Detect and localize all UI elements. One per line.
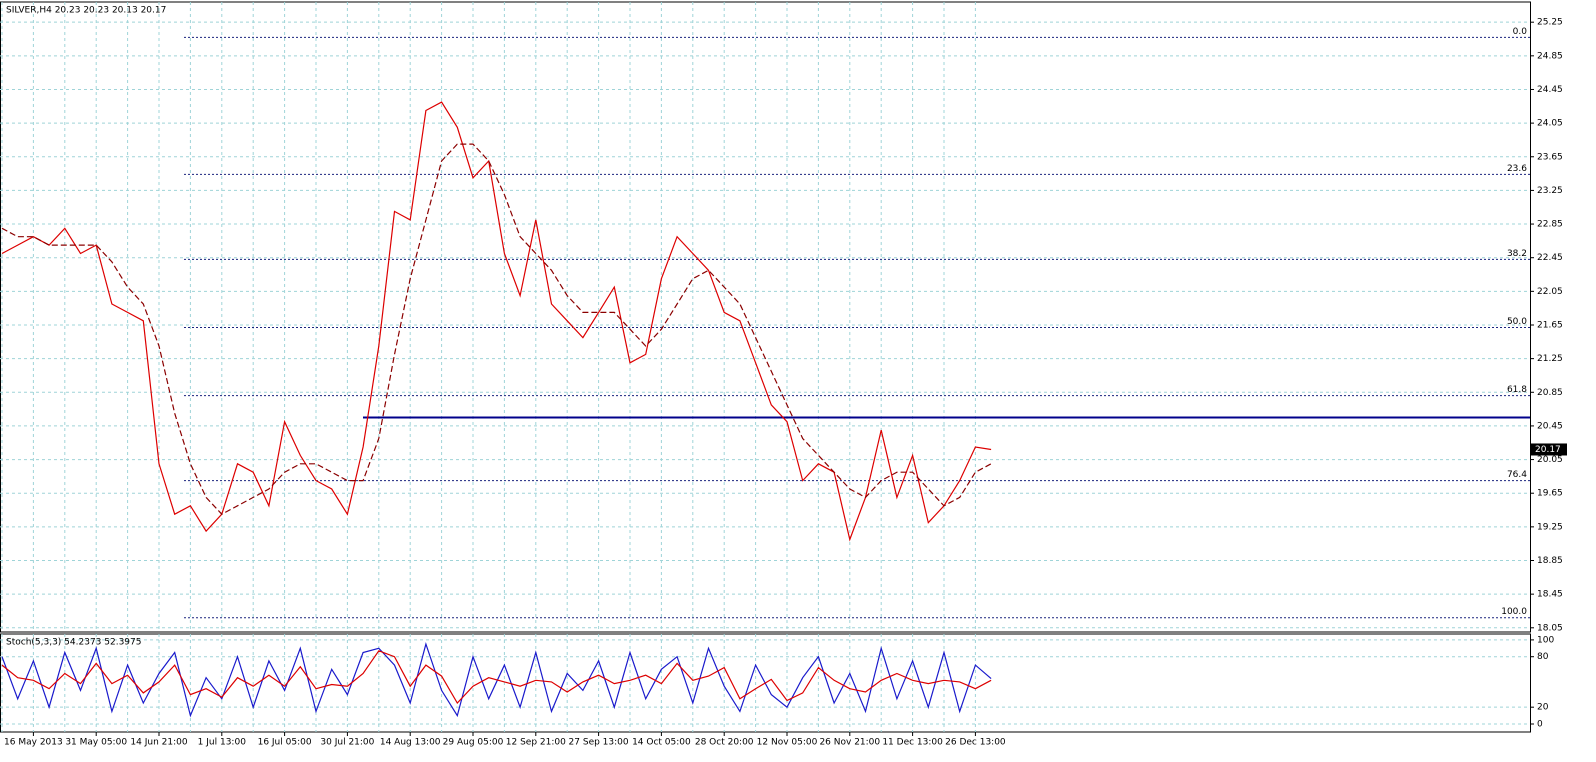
y-tick-label: 0 [1537,720,1543,730]
x-tick-label: 12 Nov 05:00 [757,738,818,748]
y-tick-label: 23.65 [1537,152,1563,162]
y-tick-label: 21.65 [1537,320,1563,330]
y-tick-label: 24.05 [1537,119,1563,129]
panel-title: Stoch(5,3,3) 54.2373 52.3975 [6,638,141,648]
y-tick-label: 19.65 [1537,489,1563,499]
y-tick-label: 19.25 [1537,522,1563,532]
y-tick-label: 22.45 [1537,253,1563,263]
y-tick-label: 18.05 [1537,623,1563,633]
fib-label: 100.0 [1501,607,1527,617]
series-line [1,650,992,704]
fib-label: 50.0 [1507,317,1527,327]
x-tick-label: 29 Aug 05:00 [443,738,504,748]
y-tick-label: 20.05 [1537,455,1563,465]
x-tick-label: 27 Sep 13:00 [569,738,629,748]
last-price-label: 20.17 [1535,445,1561,455]
y-tick-label: 23.25 [1537,186,1563,196]
x-tick-label: 1 Jul 13:00 [198,738,247,748]
x-tick-label: 16 Jul 05:00 [258,738,312,748]
x-tick-label: 30 Jul 21:00 [320,738,374,748]
y-tick-label: 20.85 [1537,388,1563,398]
fib-label: 23.6 [1507,164,1527,174]
fib-label: 0.0 [1513,27,1528,37]
x-tick-label: 14 Jun 21:00 [130,738,187,748]
last-price-box [1531,443,1567,456]
series-line [1,101,992,542]
y-tick-label: 18.45 [1537,590,1563,600]
fib-label: 38.2 [1507,249,1527,259]
y-tick-label: 20.45 [1537,421,1563,431]
y-tick-label: 22.05 [1537,287,1563,297]
y-tick-label: 20 [1537,703,1549,713]
panel-frame [0,633,1531,733]
y-tick-label: 24.85 [1537,51,1563,61]
y-tick-label: 25.25 [1537,18,1563,28]
series-line [1,143,992,515]
series-line [1,642,992,718]
x-tick-label: 12 Sep 21:00 [506,738,566,748]
y-tick-label: 100 [1537,635,1554,645]
panel-frame [0,1,1531,633]
x-tick-label: 28 Oct 20:00 [695,738,754,748]
y-tick-label: 24.45 [1537,85,1563,95]
x-tick-label: 11 Dec 13:00 [882,738,943,748]
fib-label: 61.8 [1507,385,1527,395]
x-tick-label: 26 Dec 13:00 [945,738,1006,748]
y-tick-label: 18.85 [1537,556,1563,566]
y-tick-label: 80 [1537,652,1549,662]
x-tick-label: 16 May 2013 [4,738,63,748]
x-tick-label: 26 Nov 21:00 [819,738,880,748]
x-tick-label: 31 May 05:00 [65,738,127,748]
y-tick-label: 22.85 [1537,220,1563,230]
x-tick-label: 14 Oct 05:00 [632,738,691,748]
y-tick-label: 21.25 [1537,354,1563,364]
panel-title: SILVER,H4 20.23 20.23 20.13 20.17 [6,6,166,16]
x-tick-label: 14 Aug 13:00 [380,738,441,748]
fib-label: 76.4 [1507,470,1527,480]
